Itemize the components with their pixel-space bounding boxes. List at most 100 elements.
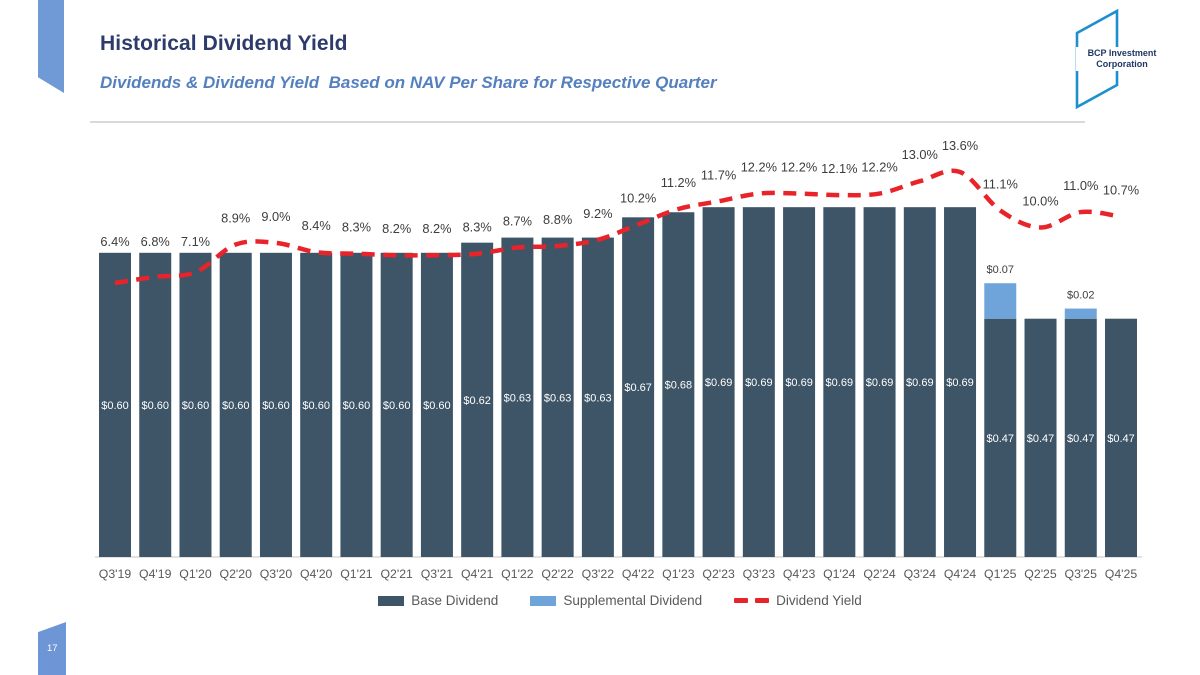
bar-base-dividend	[380, 252, 413, 558]
page-subtitle: Dividends & Dividend Yield Based on NAV …	[100, 73, 717, 92]
bar-value-label: $0.63	[544, 392, 572, 404]
yield-value-label: 11.2%	[661, 175, 696, 190]
bar-base-dividend	[783, 207, 816, 558]
x-axis-label: Q2'21	[380, 567, 413, 581]
x-axis-label: Q1'20	[179, 567, 212, 581]
bar-base-dividend	[863, 207, 896, 558]
bar-value-label: $0.47	[987, 433, 1015, 445]
bar-value-label: $0.60	[302, 400, 330, 412]
x-axis-label: Q1'25	[984, 567, 1017, 581]
supplemental-value-label: $0.02	[1067, 290, 1095, 302]
legend-label-base: Base Dividend	[411, 593, 499, 608]
bar-base-dividend	[581, 237, 614, 557]
x-axis-label: Q1'24	[823, 567, 856, 581]
yield-value-label: 9.2%	[583, 206, 612, 221]
bar-value-label: $0.60	[222, 400, 250, 412]
dividend-yield-dash-icon	[734, 598, 770, 603]
yield-value-label: 6.4%	[100, 234, 129, 249]
bar-base-dividend	[1024, 318, 1057, 557]
yield-value-label: 12.1%	[821, 161, 857, 176]
legend-item-supplemental-dividend: Supplemental Dividend	[530, 593, 702, 608]
yield-value-label: 12.2%	[781, 160, 817, 175]
x-axis-label: Q3'20	[260, 567, 293, 581]
bar-value-label: $0.69	[785, 377, 813, 389]
yield-value-label: 10.0%	[1022, 193, 1058, 208]
x-axis-label: Q2'22	[541, 567, 574, 581]
yield-value-label: 8.4%	[302, 218, 331, 233]
bar-value-label: $0.63	[584, 392, 612, 404]
yield-value-label: 11.0%	[1063, 178, 1098, 193]
bar-base-dividend	[139, 252, 172, 558]
page-number: 17	[47, 643, 58, 654]
bar-value-label: $0.69	[906, 377, 934, 389]
x-axis-label: Q3'19	[99, 567, 132, 581]
bar-value-label: $0.69	[705, 377, 733, 389]
bar-base-dividend	[99, 252, 131, 558]
yield-value-label: 8.2%	[382, 221, 411, 236]
yield-value-label: 8.7%	[503, 214, 532, 229]
legend-label-yield: Dividend Yield	[776, 593, 862, 608]
yield-value-label: 8.3%	[463, 220, 492, 235]
bar-value-label: $0.47	[1107, 433, 1135, 445]
yield-value-label: 10.7%	[1103, 183, 1139, 198]
x-axis-label: Q1'21	[340, 567, 373, 581]
bar-base-dividend	[944, 207, 977, 558]
bar-base-dividend	[420, 252, 453, 558]
bar-value-label: $0.62	[463, 395, 491, 407]
bar-base-dividend	[702, 207, 735, 558]
bar-supplemental-dividend	[1064, 308, 1097, 319]
x-axis-label: Q4'20	[300, 567, 333, 581]
logo-line1: BCP Investment	[1087, 48, 1157, 58]
x-axis-label: Q2'20	[220, 567, 253, 581]
bar-value-label: $0.60	[182, 400, 210, 412]
chart-legend: Base Dividend Supplemental Dividend Divi…	[0, 593, 1200, 608]
yield-value-label: 11.1%	[983, 177, 1018, 192]
x-axis-label: Q3'21	[421, 567, 454, 581]
x-axis-label: Q3'25	[1065, 567, 1098, 581]
bar-base-dividend	[903, 207, 936, 558]
supplemental-dividend-swatch-icon	[530, 595, 557, 606]
bar-base-dividend	[179, 252, 212, 558]
bar-value-label: $0.69	[946, 377, 974, 389]
header: Historical Dividend Yield Dividends & Di…	[100, 32, 717, 93]
x-axis-label: Q4'25	[1105, 567, 1138, 581]
header-divider	[90, 121, 1085, 123]
supplemental-value-label: $0.07	[987, 264, 1015, 276]
x-axis-label: Q1'23	[662, 567, 695, 581]
logo-parallelogram-icon	[1075, 8, 1119, 110]
bar-base-dividend	[461, 242, 494, 557]
bar-value-label: $0.69	[826, 377, 854, 389]
bar-value-label: $0.69	[866, 377, 894, 389]
yield-value-label: 10.2%	[620, 190, 656, 205]
x-axis-label: Q3'22	[582, 567, 615, 581]
x-axis-label: Q2'23	[702, 567, 735, 581]
bar-base-dividend	[1105, 318, 1137, 557]
page-number-marker: 17	[38, 622, 66, 675]
x-axis-label: Q4'19	[139, 567, 172, 581]
yield-value-label: 12.2%	[741, 160, 777, 175]
bar-base-dividend	[219, 252, 252, 558]
x-axis-label: Q4'24	[944, 567, 977, 581]
bar-value-label: $0.47	[1027, 433, 1055, 445]
bar-base-dividend	[259, 252, 292, 558]
bar-base-dividend	[622, 217, 655, 557]
yield-value-label: 9.0%	[261, 209, 290, 224]
company-logo: BCP Investment Corporation	[1068, 5, 1168, 117]
bar-value-label: $0.68	[665, 380, 693, 392]
bar-base-dividend	[300, 252, 333, 558]
bar-value-label: $0.69	[745, 377, 773, 389]
yield-value-label: 8.8%	[543, 212, 572, 227]
bar-value-label: $0.60	[262, 400, 290, 412]
x-axis-label: Q4'22	[622, 567, 655, 581]
x-axis-label: Q3'23	[743, 567, 776, 581]
dividend-yield-line	[114, 168, 1122, 286]
bar-value-label: $0.60	[343, 400, 371, 412]
legend-label-supplemental: Supplemental Dividend	[563, 593, 703, 608]
yield-value-label: 8.9%	[221, 210, 250, 225]
bar-base-dividend	[501, 237, 534, 557]
yield-value-label: 6.8%	[141, 234, 170, 249]
bar-value-label: $0.67	[624, 382, 652, 394]
yield-value-label: 8.2%	[422, 221, 451, 236]
